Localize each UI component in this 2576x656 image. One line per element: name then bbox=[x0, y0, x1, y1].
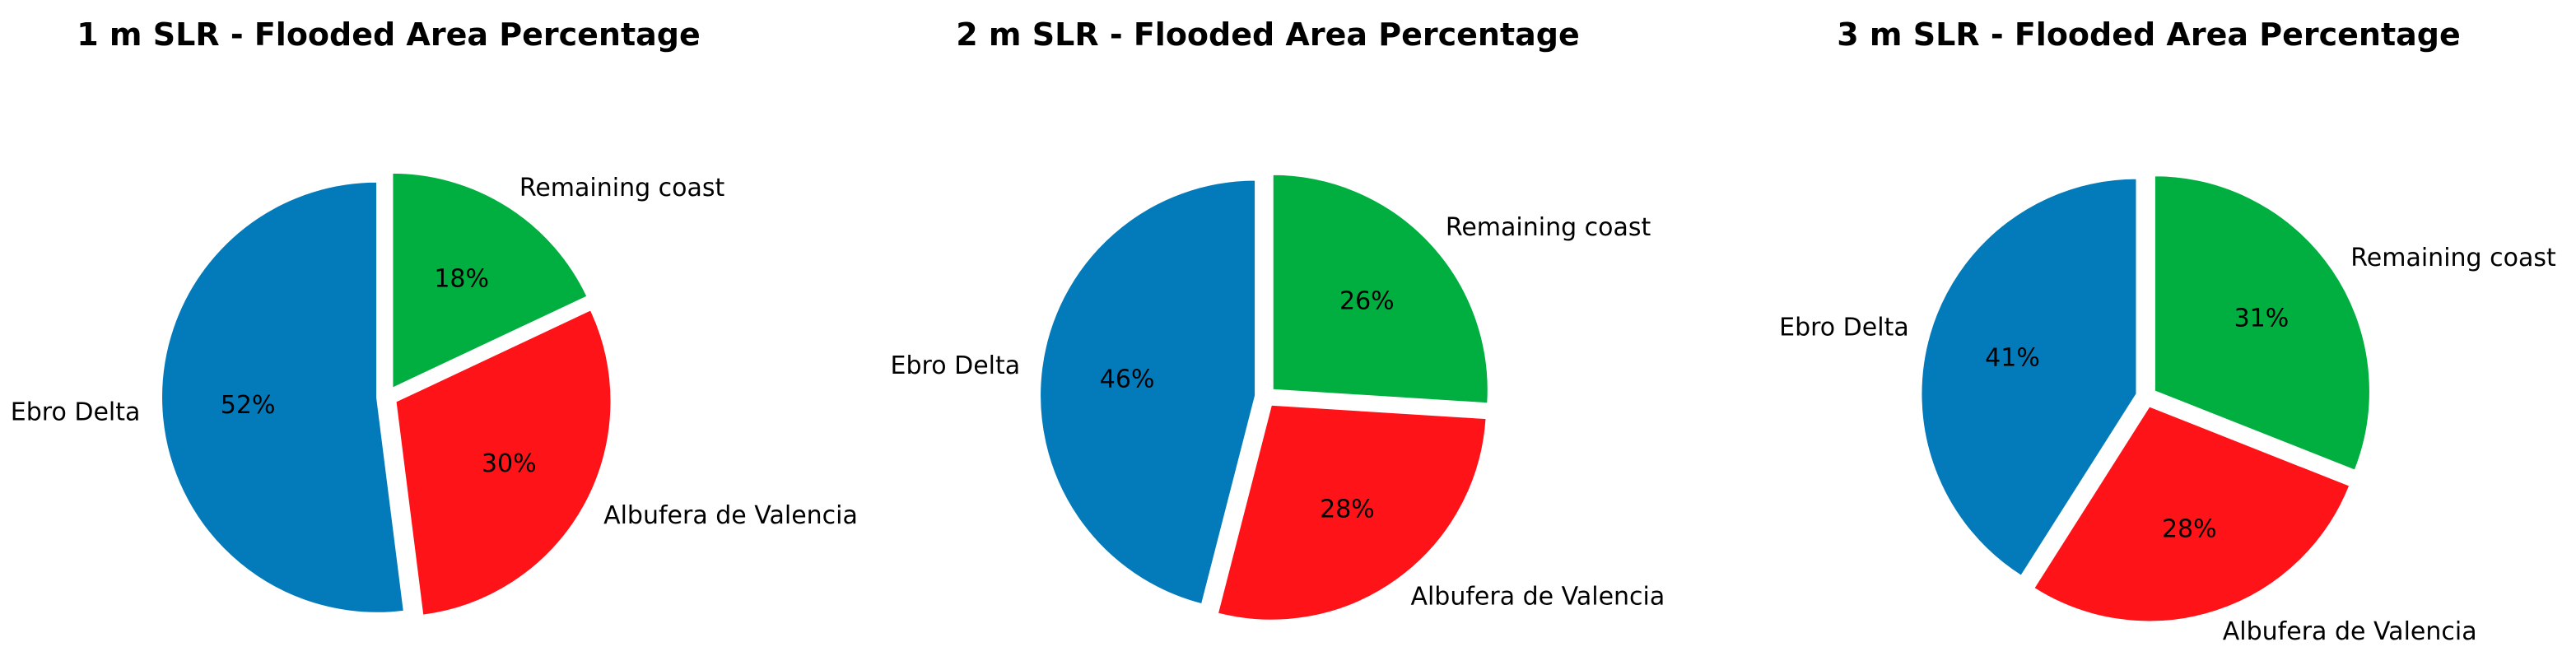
chart-title: 1 m SLR - Flooded Area Percentage bbox=[77, 16, 700, 53]
slice-percentage-label: 28% bbox=[2162, 514, 2217, 543]
chart-title: 2 m SLR - Flooded Area Percentage bbox=[956, 16, 1579, 53]
slice-category-label: Ebro Delta bbox=[1779, 314, 1909, 342]
slice-category-label: Ebro Delta bbox=[11, 398, 141, 426]
pie-slice-ebro-delta bbox=[1039, 179, 1257, 606]
slice-percentage-label: 52% bbox=[221, 391, 276, 420]
slice-category-label: Remaining coast bbox=[2350, 244, 2556, 272]
slice-percentage-label: 31% bbox=[2234, 304, 2290, 333]
slice-category-label: Remaining coast bbox=[1446, 213, 1651, 242]
slice-percentage-label: 26% bbox=[1339, 287, 1395, 316]
slice-percentage-label: 18% bbox=[434, 265, 489, 294]
slice-percentage-label: 41% bbox=[1985, 343, 2040, 372]
pie-slice-albufera-de-valencia bbox=[2033, 405, 2351, 623]
pie-chart-1: 1 m SLR - Flooded Area Percentage 18% Rema… bbox=[11, 16, 858, 616]
slice-percentage-label: 30% bbox=[482, 449, 537, 478]
pie-slice-remaining-coast bbox=[1271, 173, 1489, 405]
chart-title: 3 m SLR - Flooded Area Percentage bbox=[1837, 16, 2460, 53]
slice-percentage-label: 46% bbox=[1100, 365, 1155, 393]
pie-slice-albufera-de-valencia bbox=[394, 309, 613, 616]
slice-category-label: Albufera de Valencia bbox=[1410, 582, 1665, 611]
slice-category-label: Albufera de Valencia bbox=[603, 501, 858, 530]
slice-category-label: Ebro Delta bbox=[891, 351, 1021, 380]
slice-percentage-label: 28% bbox=[1320, 495, 1375, 523]
slice-category-label: Albufera de Valencia bbox=[2223, 617, 2477, 646]
pie-slice-remaining-coast bbox=[391, 171, 589, 389]
pie-slice-ebro-delta bbox=[161, 180, 405, 614]
pie-slice-remaining-coast bbox=[2153, 174, 2371, 472]
pie-slice-albufera-de-valencia bbox=[1216, 403, 1488, 621]
slice-category-label: Remaining coast bbox=[519, 174, 725, 202]
pie-chart-3: 3 m SLR - Flooded Area Percentage 31% Rema… bbox=[1779, 16, 2556, 646]
pie-slice-ebro-delta bbox=[1920, 177, 2138, 577]
pie-chart-2: 2 m SLR - Flooded Area Percentage 26% Rema… bbox=[891, 16, 1665, 621]
